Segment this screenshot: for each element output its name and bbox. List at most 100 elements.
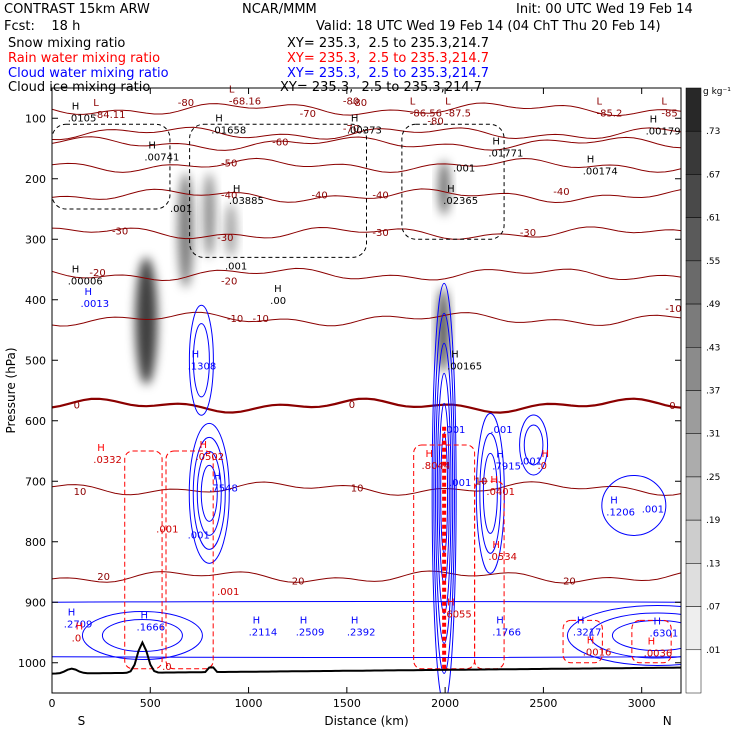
snow-contour	[401, 123, 505, 240]
colorbar-swatch	[685, 217, 702, 262]
model-title: CONTRAST 15km ARW	[4, 2, 150, 17]
rain-max-value: .0	[538, 461, 548, 472]
rain-water-contour	[165, 450, 214, 670]
snow-max-value: .03885	[229, 196, 264, 207]
isotherm-label: -20	[89, 268, 105, 279]
minimum-value: -86.56	[410, 108, 442, 119]
rain-max-value: .0502	[195, 452, 224, 463]
isotherm-label: 0	[74, 401, 80, 412]
snow-max-value: .00165	[447, 361, 482, 372]
snow-max-value: .00179	[646, 127, 681, 138]
legend-rain-label: Rain water mixing ratio	[8, 51, 161, 66]
cloud-water-contour-label: .001	[443, 425, 465, 436]
isotherm-label: 10	[351, 484, 364, 495]
isotherm-label: 20	[292, 577, 305, 588]
cloud-ice-shading	[224, 202, 237, 258]
cloud-water-max-value: .2709	[64, 620, 93, 631]
cloud-water-max-marker: H	[654, 617, 662, 628]
cloud-water-max-value: .2114	[249, 628, 278, 639]
minimum-value: -85.2	[596, 108, 622, 119]
colorbar-label: .25	[706, 473, 720, 483]
colorbar-unit: g kg⁻¹	[703, 87, 731, 97]
colorbar-swatch	[685, 649, 702, 694]
minimum-marker: L	[596, 96, 602, 107]
cloud-water-contour-label: .001	[520, 456, 542, 467]
isotherm-label: -30	[520, 228, 536, 239]
legend-cloudwater-label: Cloud water mixing ratio	[8, 66, 169, 81]
cloud-water-contour	[52, 600, 681, 658]
y-tick-label: 1000	[18, 657, 46, 670]
rain-max-value: .0036	[644, 649, 673, 660]
isotherm-label: -70	[343, 124, 359, 135]
rain-max-marker: H	[490, 475, 498, 486]
x-tick-label: 500	[140, 697, 161, 710]
legend-snow-label: Snow mixing ratio	[8, 36, 126, 51]
isotherm-label: -80	[343, 96, 359, 107]
isotherm-line	[52, 126, 681, 141]
cloud-water-max-marker: H	[213, 472, 221, 483]
cloud-water-max-marker: H	[68, 608, 76, 619]
rain-max-value: .0332	[93, 455, 122, 466]
cloud-water-contour	[192, 436, 226, 550]
isotherm-label: -40	[372, 191, 388, 202]
isotherm-label: 0	[349, 400, 355, 411]
x-tick-label: 1500	[333, 697, 361, 710]
cloud-water-max-marker: H	[496, 616, 504, 627]
cloud-water-max-value: .2509	[296, 628, 325, 639]
isotherm-label: -60	[272, 137, 288, 148]
y-tick-label: 300	[25, 233, 46, 246]
cloud-water-max-value: .1206	[606, 508, 635, 519]
cloud-water-contour	[519, 414, 549, 476]
cloud-water-max-value: .6301	[650, 629, 679, 640]
isotherm-label: -40	[311, 191, 327, 202]
cloud-water-contour	[188, 422, 230, 564]
cloud-water-max-value: .1666	[137, 623, 166, 634]
cloud-water-max-marker: H	[577, 616, 585, 627]
isotherm-label: -10	[252, 314, 268, 325]
isotherm-label: -80	[178, 98, 194, 109]
cloud-ice-shading	[438, 160, 451, 216]
isotherm-label: -30	[217, 233, 233, 244]
rain-water-contour	[631, 619, 672, 664]
snow-max-marker: H	[447, 184, 455, 195]
minimum-marker: L	[229, 84, 235, 95]
cloud-water-contour	[523, 424, 544, 466]
cloud-water-max-marker: H	[300, 616, 308, 627]
rain-max-value: .0401	[486, 487, 515, 498]
colorbar-swatch	[685, 347, 702, 391]
cloud-water-contour	[482, 452, 498, 534]
cloud-water-contour	[81, 611, 203, 661]
cloud-ice-shading	[177, 172, 194, 288]
cloud-water-max-marker: H	[496, 450, 504, 461]
snow-max-value: .01658	[211, 125, 246, 136]
y-tick-label: 700	[25, 475, 46, 488]
cloud-water-max-marker: H	[85, 287, 93, 298]
snow-max-marker: H	[215, 113, 223, 124]
isotherm-label: 20	[97, 572, 110, 583]
colorbar-swatch	[685, 519, 702, 564]
cloud-water-contour	[101, 619, 183, 653]
organization: NCAR/MMM	[242, 2, 317, 17]
cloud-water-max-marker: H	[253, 616, 261, 627]
init-time: Init: 00 UTC Wed 19 Feb 14	[516, 2, 693, 17]
isotherm-line	[52, 188, 681, 204]
snow-max-marker: H	[148, 141, 156, 152]
cloud-water-contour	[475, 412, 505, 574]
colorbar-label: .19	[706, 516, 721, 526]
x-axis-title: Distance (km)	[324, 714, 408, 728]
y-tick-label: 500	[25, 354, 46, 367]
colorbar-label: .55	[706, 257, 720, 267]
cloud-water-contour	[589, 612, 681, 659]
colorbar-swatch	[685, 260, 702, 305]
cloud-water-contour	[436, 372, 452, 614]
snow-max-marker: H	[587, 154, 595, 165]
plot-frame	[51, 87, 682, 694]
minimum-value: -87.5	[445, 108, 471, 119]
snow-max-value: .00006	[68, 277, 103, 288]
cloud-water-max-value: .3217	[573, 628, 602, 639]
colorbar-label: .07	[706, 603, 720, 613]
minimum-marker: L	[93, 98, 99, 109]
colorbar-swatch	[685, 433, 702, 478]
rain-max-marker: H	[447, 597, 455, 608]
colorbar-label: .01	[706, 646, 720, 656]
